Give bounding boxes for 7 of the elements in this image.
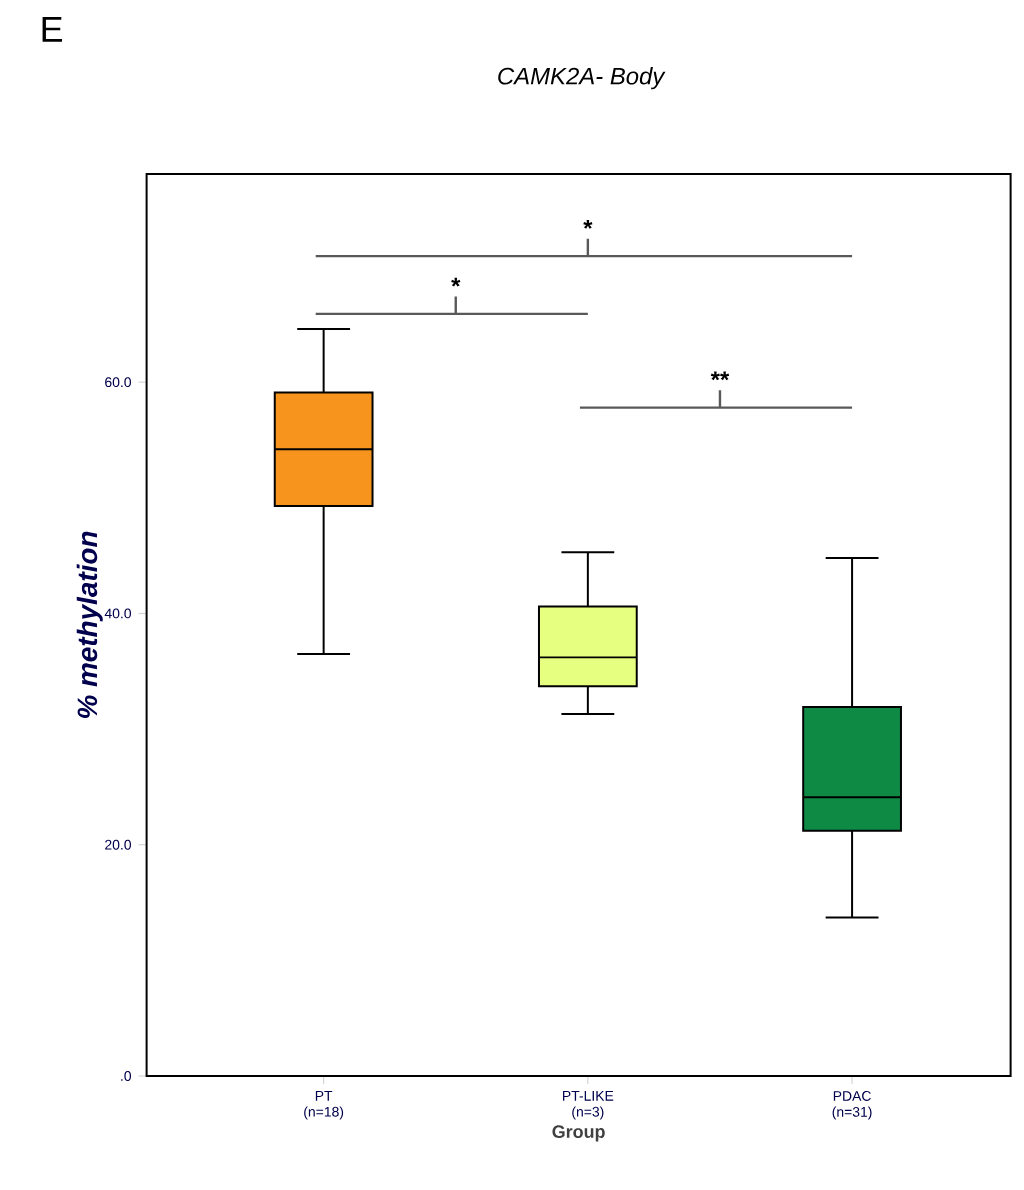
chart-title: CAMK2A- Body [497, 67, 666, 90]
annotation: ** [710, 371, 729, 381]
annotation: * [582, 219, 593, 229]
x-axis-title: Group [552, 1125, 605, 1142]
y-axis-title: % methylation [76, 531, 103, 719]
text: E [42, 17, 62, 42]
annotation: * [450, 277, 461, 287]
